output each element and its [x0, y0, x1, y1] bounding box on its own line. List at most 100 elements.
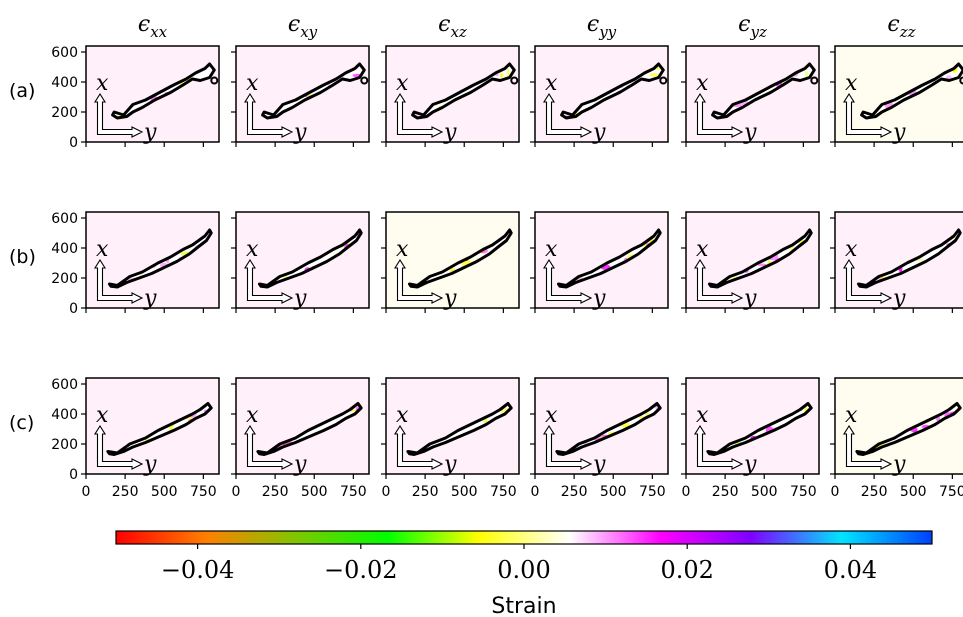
- inset-axis-label-horizontal: y: [443, 286, 457, 311]
- grain-boundary: [555, 402, 662, 456]
- panel-b-6: xy: [830, 211, 963, 313]
- panel-frame: [235, 211, 370, 309]
- colorbar-tick-label: −0.02: [324, 556, 398, 584]
- inset-axes-arrows: xy: [843, 237, 906, 311]
- panel-b-5: xy: [681, 211, 820, 313]
- row-label: (c): [9, 412, 34, 434]
- x-tick-label: 500: [151, 484, 178, 500]
- inset-axis-label-horizontal: y: [443, 120, 457, 145]
- panel-frame: [385, 211, 520, 309]
- x-tick-label: 750: [490, 484, 517, 500]
- strain-speck: [757, 263, 767, 267]
- panel-frame: [235, 45, 370, 143]
- panel-background: [86, 378, 219, 474]
- inset-arrow: [694, 424, 744, 470]
- x-tick-label: 0: [382, 484, 391, 500]
- panel-background: [236, 212, 369, 308]
- grain-boundary-loop: [959, 76, 963, 85]
- column-title-subscript: zz: [899, 23, 916, 41]
- inset-axis-label-vertical: x: [96, 71, 109, 96]
- panel-background: [835, 212, 963, 308]
- panel-background: [535, 212, 668, 308]
- colorbar-gradient: [115, 530, 933, 545]
- panel-frame: [235, 377, 370, 475]
- inset-axes-arrows: xy: [543, 237, 606, 311]
- y-tick-label: 400: [51, 241, 78, 257]
- x-tick-label: 750: [939, 484, 963, 500]
- x-tick-label: 0: [531, 484, 540, 500]
- inset-axes-arrows: xy: [94, 403, 157, 477]
- y-tick-label: 600: [51, 377, 78, 393]
- column-title: ϵyy: [587, 12, 617, 41]
- grain-boundary: [111, 62, 216, 120]
- x-tick-label: 750: [790, 484, 817, 500]
- inset-axis-label-horizontal: y: [143, 286, 157, 311]
- grain-boundary: [857, 228, 962, 289]
- y-tick-label: 600: [51, 45, 78, 61]
- panel-frame: [85, 45, 220, 143]
- panel-background: [835, 378, 963, 474]
- x-tick-label: 250: [412, 484, 439, 500]
- grain-boundary: [860, 62, 963, 120]
- inset-arrow: [694, 92, 744, 138]
- strain-speck: [804, 71, 809, 78]
- column-title: ϵxx: [138, 12, 168, 41]
- grain-boundary: [855, 402, 962, 456]
- panel-frame: [534, 45, 669, 143]
- inset-arrow: [244, 424, 294, 470]
- colorbar-label: Strain: [491, 594, 556, 617]
- panel-frame: [534, 211, 669, 309]
- column-titles: ϵxx ϵxy ϵxz ϵyy ϵyz ϵzz: [138, 12, 916, 41]
- column-title-subscript: yy: [598, 23, 616, 41]
- strain-speck: [499, 73, 504, 78]
- row-label: (a): [9, 80, 35, 102]
- inset-axis-label-horizontal: y: [743, 452, 757, 477]
- y-tick-label: 0: [69, 301, 78, 317]
- x-tick-label: 500: [600, 484, 627, 500]
- y-tick-label: 0: [69, 467, 78, 483]
- grain-boundary: [711, 62, 816, 120]
- inset-axes-arrows: xy: [543, 403, 606, 477]
- strain-speck: [936, 416, 941, 422]
- inset-axes-arrows: xy: [244, 237, 307, 311]
- x-tick-label: 250: [112, 484, 139, 500]
- y-tick-label: 600: [51, 211, 78, 227]
- colorbar-tick-label: 0.00: [497, 556, 550, 584]
- y-tick-label: 200: [51, 437, 78, 453]
- panel-b-3: xy: [381, 211, 520, 313]
- inset-axes-arrows: xy: [394, 237, 457, 311]
- panel-b-2: xy: [231, 211, 370, 313]
- grain-boundary-loop: [659, 76, 668, 85]
- inset-axis-label-horizontal: y: [743, 286, 757, 311]
- column-title-symbol: ϵ: [587, 12, 599, 37]
- inset-arrow: [94, 92, 144, 138]
- panel-frame: [834, 377, 963, 475]
- grain-boundary: [560, 62, 665, 120]
- panel-frame: [834, 45, 963, 143]
- x-tick-label: 500: [900, 484, 927, 500]
- y-tick-label: 0: [69, 135, 78, 151]
- x-tick-label: 250: [712, 484, 739, 500]
- grain-boundary: [408, 228, 513, 289]
- panel-background: [86, 212, 219, 308]
- inset-axes-arrows: xy: [843, 403, 906, 477]
- grain-boundary-loop: [360, 76, 369, 85]
- panel-frame: [385, 45, 520, 143]
- inset-axis-label-vertical: x: [246, 237, 259, 262]
- inset-arrow: [244, 258, 294, 304]
- inset-axes-arrows: xy: [543, 71, 606, 145]
- inset-arrow: [543, 92, 593, 138]
- x-tick-label: 500: [451, 484, 478, 500]
- strain-speck: [506, 68, 510, 76]
- inset-axes-arrows: xy: [94, 237, 157, 311]
- panel-background: [686, 212, 819, 308]
- inset-axis-label-vertical: x: [545, 71, 558, 96]
- inset-arrow: [843, 424, 893, 470]
- panel-a-3: xy: [381, 45, 520, 147]
- panel-background: [835, 46, 963, 142]
- inset-axis-label-vertical: x: [246, 71, 259, 96]
- grain-boundary: [258, 228, 363, 289]
- inset-axes-arrows: xy: [394, 71, 457, 145]
- inset-axes-arrows: xy: [244, 71, 307, 145]
